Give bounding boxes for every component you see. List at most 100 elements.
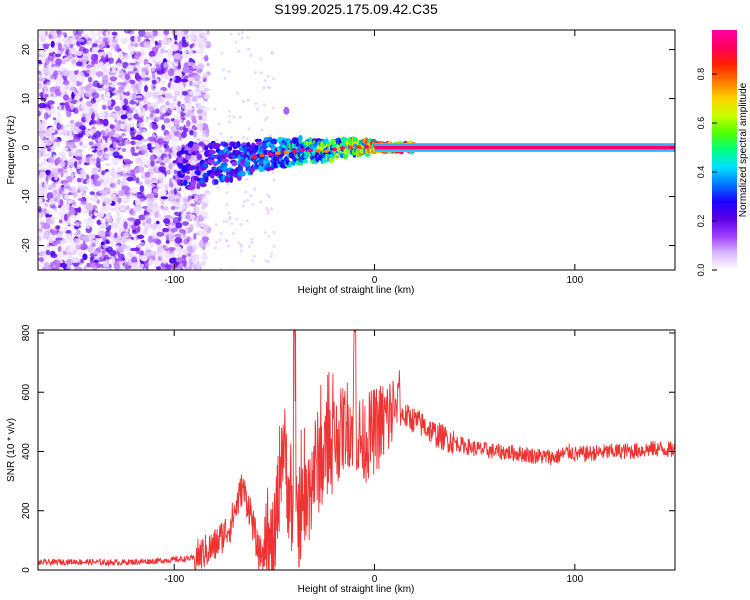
heatmap-cell <box>220 52 224 56</box>
heatmap-cell <box>43 93 49 98</box>
heatmap-cell <box>51 205 57 209</box>
heatmap-cell <box>203 93 211 99</box>
heatmap-cell <box>121 147 127 153</box>
heatmap-cell <box>199 75 204 82</box>
heatmap-cell <box>291 149 297 153</box>
heatmap-cell <box>131 256 138 264</box>
heatmap-cell <box>126 96 132 101</box>
heatmap-cell <box>245 177 249 181</box>
heatmap-cell <box>95 71 104 77</box>
heatmap-cell <box>115 251 120 255</box>
heatmap-cell <box>101 74 109 81</box>
heatmap-cell <box>38 130 47 134</box>
heatmap-cell <box>59 85 66 94</box>
heatmap-cell <box>168 177 173 184</box>
heatmap-cell <box>81 143 88 149</box>
heatmap-cell <box>130 140 137 145</box>
heatmap-cell <box>185 37 189 41</box>
heatmap-cell <box>229 32 233 36</box>
heatmap-cell <box>91 92 100 99</box>
heatmap-cell <box>93 212 99 217</box>
heatmap-cell <box>151 72 156 79</box>
heatmap-cell <box>115 208 121 216</box>
heatmap-cell <box>92 153 96 160</box>
heatmap-cell <box>283 106 290 115</box>
heatmap-cell <box>161 258 168 264</box>
heatmap-cell <box>241 31 244 35</box>
heatmap-cell <box>259 153 265 158</box>
heatmap-cell <box>143 227 148 235</box>
heatmap-cell <box>183 187 186 195</box>
heatmap-cell <box>88 141 94 146</box>
heatmap-cell <box>135 250 142 255</box>
heatmap-cell <box>124 73 130 80</box>
heatmap-cell <box>146 252 153 256</box>
heatmap-cell <box>194 194 199 202</box>
heatmap-cell <box>132 102 137 110</box>
heatmap-cell <box>97 210 105 218</box>
heatmap-cell <box>91 135 97 140</box>
heatmap-cell <box>156 245 163 253</box>
heatmap-cell <box>299 148 305 152</box>
heatmap-cell <box>168 224 172 230</box>
heatmap-cell <box>195 207 199 214</box>
heatmap-cell <box>40 146 46 154</box>
heatmap-cell <box>135 157 142 164</box>
heatmap-cell <box>92 188 100 193</box>
heatmap-x-ticks: -100 0 100 <box>164 30 584 286</box>
heatmap-cell <box>91 215 96 220</box>
heatmap-cell <box>129 50 135 55</box>
heatmap-cell <box>243 200 246 204</box>
heatmap-cell <box>67 199 75 204</box>
heatmap-cell <box>168 164 172 170</box>
heatmap-cell <box>164 184 169 192</box>
heatmap-cell <box>181 166 188 174</box>
heatmap-cell <box>141 138 149 142</box>
heatmap-cell <box>147 136 154 141</box>
heatmap-cell <box>239 223 243 226</box>
heatmap-cell <box>80 102 88 110</box>
heatmap-cell <box>57 232 63 236</box>
heatmap-cell <box>199 239 204 248</box>
heatmap-cell <box>90 128 98 133</box>
heatmap-cell <box>93 259 99 264</box>
heatmap-cell <box>255 107 259 111</box>
heatmap-cell <box>72 178 78 183</box>
heatmap-cell <box>66 176 73 183</box>
heatmap-cell <box>134 140 142 145</box>
heatmap-cell <box>353 137 358 142</box>
heatmap-cell <box>89 155 93 164</box>
heatmap-cell <box>64 213 68 222</box>
heatmap-cell <box>121 132 126 137</box>
heatmap-cell <box>133 87 137 93</box>
heatmap-cell <box>96 199 100 204</box>
heatmap-cell <box>116 96 121 101</box>
heatmap-cell <box>90 255 95 260</box>
heatmap-cell <box>303 154 309 159</box>
heatmap-cell <box>116 69 124 76</box>
heatmap-cell <box>267 260 270 264</box>
heatmap-cell <box>86 64 92 69</box>
heatmap-cell <box>143 41 151 47</box>
heatmap-cell <box>196 64 202 69</box>
heatmap-cell <box>129 128 137 135</box>
heatmap-cell <box>77 159 82 165</box>
heatmap-cell <box>80 187 88 195</box>
heatmap-cell <box>149 112 154 118</box>
heatmap-cell <box>162 227 169 233</box>
heatmap-cell <box>140 263 145 267</box>
heatmap-cell <box>112 225 118 234</box>
heatmap-cell <box>38 34 42 39</box>
heatmap-cell <box>115 188 120 195</box>
heatmap-cell <box>144 178 151 185</box>
heatmap-cell <box>145 116 150 120</box>
heatmap-cell <box>85 100 93 107</box>
heatmap-cell <box>129 122 135 128</box>
heatmap-cell <box>249 53 253 57</box>
heatmap-cell <box>271 138 278 145</box>
heatmap-cell <box>42 253 48 260</box>
heatmap-cell <box>68 49 77 57</box>
heatmap-cell <box>123 221 128 230</box>
heatmap-cell <box>197 60 202 66</box>
heatmap-cell <box>50 253 58 259</box>
